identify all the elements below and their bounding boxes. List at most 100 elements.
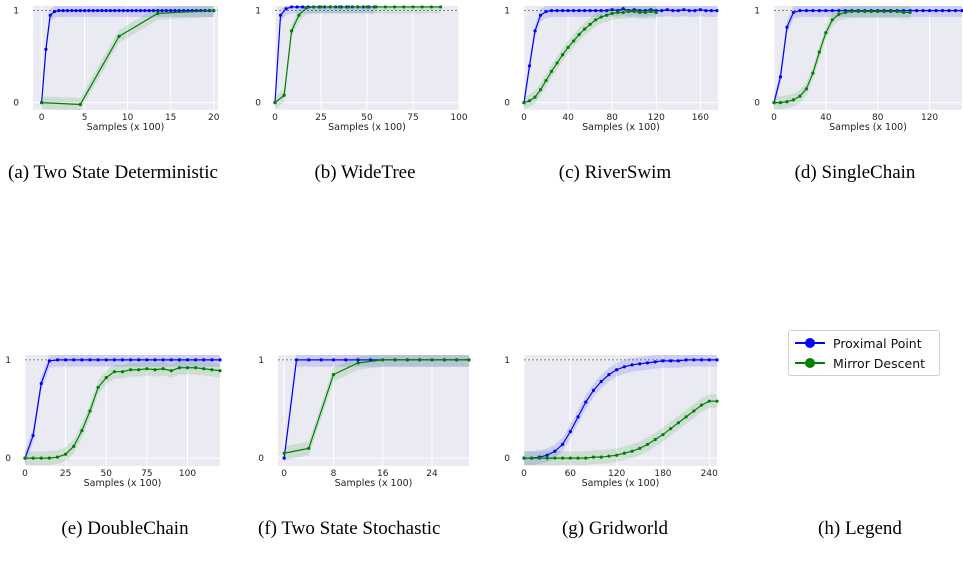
- data-point-proximal: [791, 10, 796, 15]
- data-point-mirror: [137, 368, 141, 372]
- x-tick-label: 40: [820, 113, 832, 123]
- data-point-mirror: [393, 5, 397, 9]
- data-point-proximal: [709, 9, 713, 13]
- data-point-mirror: [455, 358, 459, 362]
- data-point-mirror: [583, 27, 587, 31]
- data-point-mirror: [72, 444, 76, 448]
- x-tick-label: 24: [426, 469, 438, 479]
- x-tick-label: 5: [82, 113, 88, 123]
- data-point-mirror: [902, 10, 906, 15]
- chart-panel-c: 0 40 80 120 160 0 1 Samples (x 100): [490, 0, 722, 150]
- legend-label-mirror: Mirror Descent: [833, 355, 926, 371]
- data-point-proximal: [630, 363, 634, 367]
- data-point-proximal: [91, 9, 95, 13]
- chart-panel-d: 0 40 80 120 0 1 Samples (x 100): [740, 0, 963, 150]
- confidence-band-mirror: [524, 6, 657, 110]
- data-point-proximal: [160, 9, 164, 13]
- data-point-mirror: [785, 100, 789, 104]
- chart-e: 0 25 50 75 100 0 1 Samples (x 100): [5, 355, 222, 489]
- data-point-mirror: [692, 409, 696, 413]
- legend-entry-proximal: Proximal Point: [795, 333, 922, 353]
- data-point-mirror: [607, 454, 611, 458]
- data-point-proximal: [560, 9, 565, 13]
- data-point-proximal: [947, 9, 951, 13]
- data-point-proximal: [584, 400, 588, 404]
- data-point-mirror: [365, 5, 369, 9]
- data-point-mirror: [577, 32, 581, 37]
- data-point-proximal: [610, 8, 614, 12]
- x-tick-label: 0: [521, 469, 527, 479]
- data-point-mirror: [876, 9, 880, 14]
- x-tick-label: 80: [606, 113, 618, 123]
- data-point-mirror: [420, 5, 424, 9]
- data-point-proximal: [824, 9, 828, 13]
- data-point-proximal: [31, 433, 35, 438]
- data-point-proximal: [104, 9, 108, 13]
- chart-c: 0 40 80 120 160 0 1 Samples (x 100): [504, 6, 719, 133]
- data-point-mirror: [153, 368, 157, 372]
- x-tick-label: 120: [648, 113, 665, 123]
- data-point-mirror: [649, 9, 653, 14]
- caption-d: (d) SingleChain: [794, 162, 916, 183]
- data-point-mirror: [185, 366, 190, 370]
- data-point-proximal: [927, 9, 932, 13]
- data-point-mirror: [522, 101, 526, 105]
- data-point-mirror: [615, 453, 619, 457]
- data-point-proximal: [538, 13, 543, 17]
- chart-b: 0 25 50 75 100 0 1 Samples (x 100): [255, 5, 468, 133]
- data-point-proximal: [44, 47, 48, 51]
- data-point-mirror: [282, 451, 286, 455]
- data-point-mirror: [356, 361, 360, 365]
- data-point-proximal: [134, 9, 138, 13]
- data-point-proximal: [638, 362, 642, 366]
- data-point-proximal: [55, 358, 60, 362]
- confidence-band-mirror: [284, 355, 469, 461]
- data-point-proximal: [561, 442, 565, 446]
- data-point-mirror: [156, 11, 160, 15]
- data-point-mirror: [23, 456, 27, 460]
- data-point-mirror: [429, 5, 433, 9]
- x-tick-label: 8: [331, 469, 337, 479]
- data-point-mirror: [653, 437, 657, 442]
- data-point-mirror: [533, 95, 537, 99]
- data-point-mirror: [40, 101, 44, 105]
- data-point-mirror: [605, 13, 609, 17]
- x-tick-label: 100: [179, 469, 196, 479]
- legend-marker-blue: [805, 338, 815, 348]
- data-point-mirror: [88, 409, 92, 413]
- chart-f: 0 8 16 24 0 1 Samples (x 100): [258, 355, 471, 489]
- data-point-mirror: [112, 370, 116, 374]
- data-point-proximal: [147, 9, 151, 13]
- legend-label-proximal: Proximal Point: [833, 335, 922, 351]
- data-point-mirror: [47, 456, 51, 460]
- data-point-proximal: [960, 9, 963, 13]
- series-line-mirror: [284, 359, 469, 454]
- data-point-mirror: [676, 421, 680, 425]
- data-point-proximal: [599, 9, 603, 13]
- data-point-proximal: [707, 358, 711, 362]
- x-tick-label: 0: [281, 469, 287, 479]
- data-point-proximal: [615, 368, 619, 372]
- data-point-proximal: [47, 359, 51, 363]
- data-point-mirror: [549, 69, 554, 73]
- data-point-mirror: [120, 370, 125, 374]
- data-point-mirror: [169, 369, 173, 373]
- data-point-proximal: [671, 9, 675, 13]
- data-point-mirror: [643, 10, 647, 15]
- data-point-mirror: [374, 5, 378, 9]
- x-tick-label: 15: [165, 113, 176, 123]
- data-point-mirror: [331, 373, 336, 377]
- data-point-mirror: [337, 5, 341, 9]
- data-point-mirror: [381, 358, 385, 362]
- caption-a: (a) Two State Deterministic: [8, 162, 218, 183]
- data-point-mirror: [856, 9, 860, 14]
- data-point-proximal: [61, 9, 65, 13]
- data-point-proximal: [704, 9, 708, 13]
- data-point-proximal: [121, 9, 125, 13]
- x-tick-label: 0: [771, 113, 777, 123]
- data-point-mirror: [843, 10, 847, 15]
- data-point-proximal: [78, 9, 82, 13]
- data-point-proximal: [83, 9, 87, 13]
- x-axis-label: Samples (x 100): [335, 478, 413, 489]
- data-point-mirror: [55, 455, 60, 459]
